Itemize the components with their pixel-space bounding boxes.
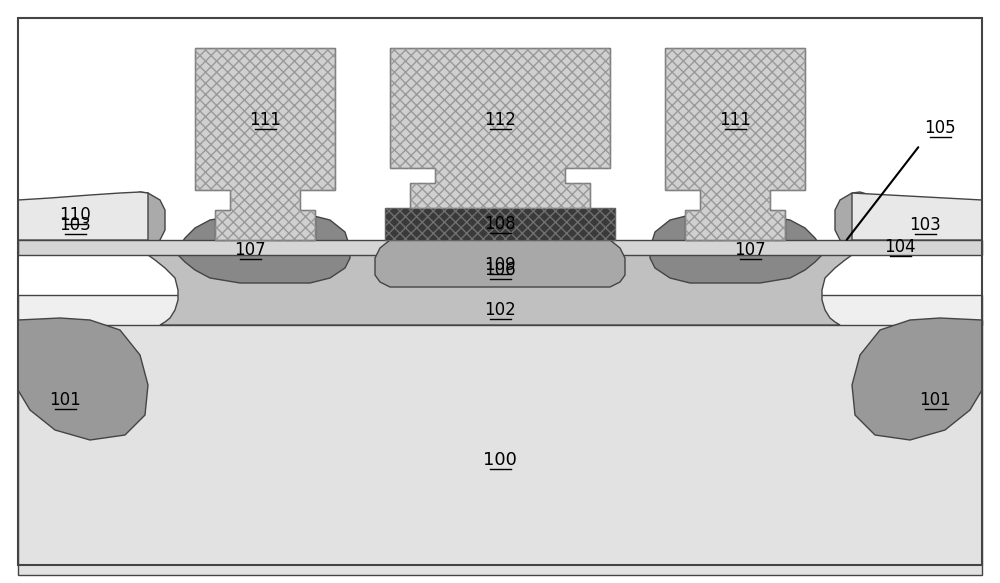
Text: 105: 105 (924, 119, 956, 137)
Text: 101: 101 (919, 391, 951, 409)
Text: 102: 102 (484, 301, 516, 319)
Polygon shape (835, 192, 982, 255)
Text: 111: 111 (719, 111, 751, 129)
Text: 100: 100 (483, 451, 517, 469)
Text: 104: 104 (884, 238, 916, 256)
Text: 103: 103 (909, 216, 941, 234)
Polygon shape (195, 48, 335, 240)
Text: 111: 111 (249, 111, 281, 129)
Polygon shape (375, 240, 625, 287)
Polygon shape (390, 48, 610, 208)
Polygon shape (852, 318, 982, 440)
Polygon shape (148, 248, 852, 325)
Text: 107: 107 (234, 241, 266, 259)
Polygon shape (650, 215, 822, 283)
Polygon shape (18, 295, 982, 325)
Polygon shape (18, 192, 148, 240)
Text: 107: 107 (734, 241, 766, 259)
Text: 103: 103 (59, 216, 91, 234)
Text: 112: 112 (484, 111, 516, 129)
Polygon shape (18, 318, 148, 440)
Text: 108: 108 (484, 215, 516, 233)
Polygon shape (18, 192, 165, 255)
Text: 101: 101 (49, 391, 81, 409)
Text: 109: 109 (484, 256, 516, 274)
Polygon shape (178, 215, 350, 283)
Polygon shape (18, 320, 982, 575)
Polygon shape (852, 193, 982, 240)
Polygon shape (665, 48, 805, 240)
Text: 106: 106 (484, 261, 516, 279)
Polygon shape (18, 240, 982, 255)
Text: 110: 110 (59, 206, 91, 224)
Polygon shape (385, 208, 615, 240)
